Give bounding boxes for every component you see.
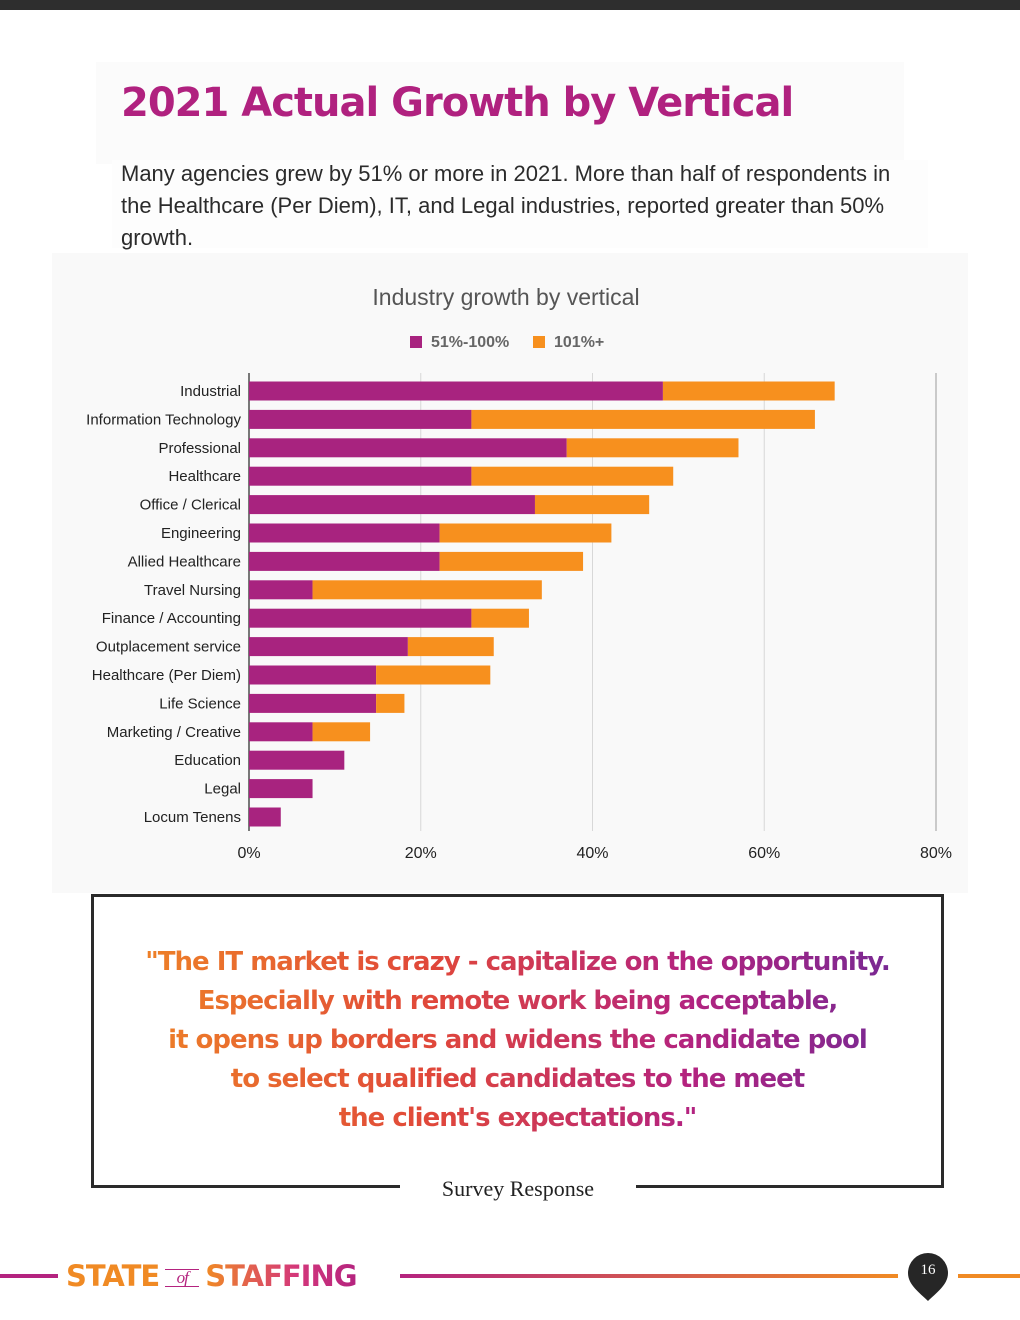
- bar-51-100: [249, 409, 472, 429]
- page-title: 2021 Actual Growth by Vertical: [121, 80, 794, 126]
- growth-chart: 0% 20% 40% 60% 80% Industrial Information Tech…: [86, 284, 952, 862]
- category-label: Industrial: [180, 383, 241, 400]
- page-number-pin-icon: [908, 1253, 948, 1301]
- category-label: Life Science: [159, 695, 241, 712]
- bar-101: [439, 523, 612, 543]
- quote-text: "The IT market is crazy - capitalize on …: [94, 943, 941, 1138]
- category-label: Healthcare: [168, 468, 241, 485]
- category-label: Allied Healthcare: [128, 553, 241, 570]
- intro-paragraph: Many agencies grew by 51% or more in 202…: [121, 161, 891, 250]
- category-label: Office / Clerical: [140, 497, 241, 514]
- brand-logo: STATE of STAFFING: [66, 1258, 358, 1294]
- legend-swatch: [533, 336, 545, 348]
- top-bar: [0, 0, 1020, 10]
- category-label: Finance / Accounting: [102, 610, 241, 627]
- quote-line: "The IT market is crazy - capitalize on …: [145, 947, 890, 977]
- title-background: [96, 62, 904, 164]
- brand-word-staffing: STAFFING: [205, 1259, 357, 1293]
- category-label: Education: [174, 752, 241, 769]
- quote-box: "The IT market is crazy - capitalize on …: [91, 894, 944, 1188]
- bar-101: [534, 495, 650, 515]
- bar-51-100: [249, 466, 472, 486]
- bar-51-100: [249, 495, 535, 515]
- bar-51-100: [249, 551, 440, 571]
- legend-label: 101%+: [554, 334, 604, 351]
- bar-51-100: [249, 779, 313, 799]
- bar-51-100: [249, 580, 313, 600]
- bar-51-100: [249, 523, 440, 543]
- x-tick-label: 20%: [405, 845, 437, 862]
- category-label: Outplacement service: [96, 639, 241, 656]
- brand-word-state: STATE: [66, 1259, 160, 1293]
- bar-51-100: [249, 438, 567, 458]
- chart-card: 0% 20% 40% 60% 80% Industrial Information Tech…: [52, 253, 968, 893]
- bar-51-100: [249, 381, 663, 401]
- page-number: 16: [920, 1262, 936, 1278]
- bar-101: [407, 637, 494, 657]
- category-label: Marketing / Creative: [107, 724, 241, 741]
- quote-caption: Survey Response: [400, 1172, 636, 1206]
- footer-rule-middle: [400, 1274, 898, 1278]
- bar-101: [312, 722, 371, 742]
- brand-word-of: of: [165, 1269, 200, 1287]
- quote-line: it opens up borders and widens the candi…: [168, 1025, 867, 1055]
- chart-title: Industry growth by vertical: [372, 284, 639, 310]
- bar-101: [471, 608, 529, 628]
- bar-51-100: [249, 750, 345, 770]
- legend-label: 51%-100%: [431, 334, 509, 351]
- bar-51-100: [249, 637, 408, 657]
- quote-line: to select qualified candidates to the me…: [230, 1064, 805, 1094]
- category-label: Information Technology: [86, 411, 241, 428]
- category-label: Healthcare (Per Diem): [92, 667, 241, 684]
- bar-51-100: [249, 722, 313, 742]
- category-label: Travel Nursing: [144, 582, 241, 599]
- bar-51-100: [249, 608, 472, 628]
- bar-101: [376, 665, 491, 685]
- bar-101: [471, 466, 674, 486]
- x-tick-label: 0%: [237, 845, 260, 862]
- bar-51-100: [249, 693, 377, 713]
- bar-101: [376, 693, 405, 713]
- category-label: Engineering: [161, 525, 241, 542]
- bar-51-100: [249, 807, 281, 827]
- bar-101: [312, 580, 542, 600]
- footer-rule-left: [0, 1274, 58, 1278]
- quote-line: Especially with remote work being accept…: [197, 986, 838, 1016]
- category-label: Professional: [158, 440, 241, 457]
- x-tick-label: 40%: [576, 845, 608, 862]
- bar-101: [471, 409, 815, 429]
- x-tick-label: 80%: [920, 845, 952, 862]
- bar-51-100: [249, 665, 377, 685]
- category-label: Legal: [204, 781, 241, 798]
- bar-101: [566, 438, 739, 458]
- bar-101: [662, 381, 835, 401]
- x-tick-label: 60%: [748, 845, 780, 862]
- intro-background: [112, 160, 928, 248]
- legend-swatch: [410, 336, 422, 348]
- bar-101: [439, 551, 584, 571]
- quote-line: the client's expectations.": [338, 1103, 697, 1133]
- footer-rule-right: [958, 1274, 1020, 1278]
- category-label: Locum Tenens: [144, 809, 241, 826]
